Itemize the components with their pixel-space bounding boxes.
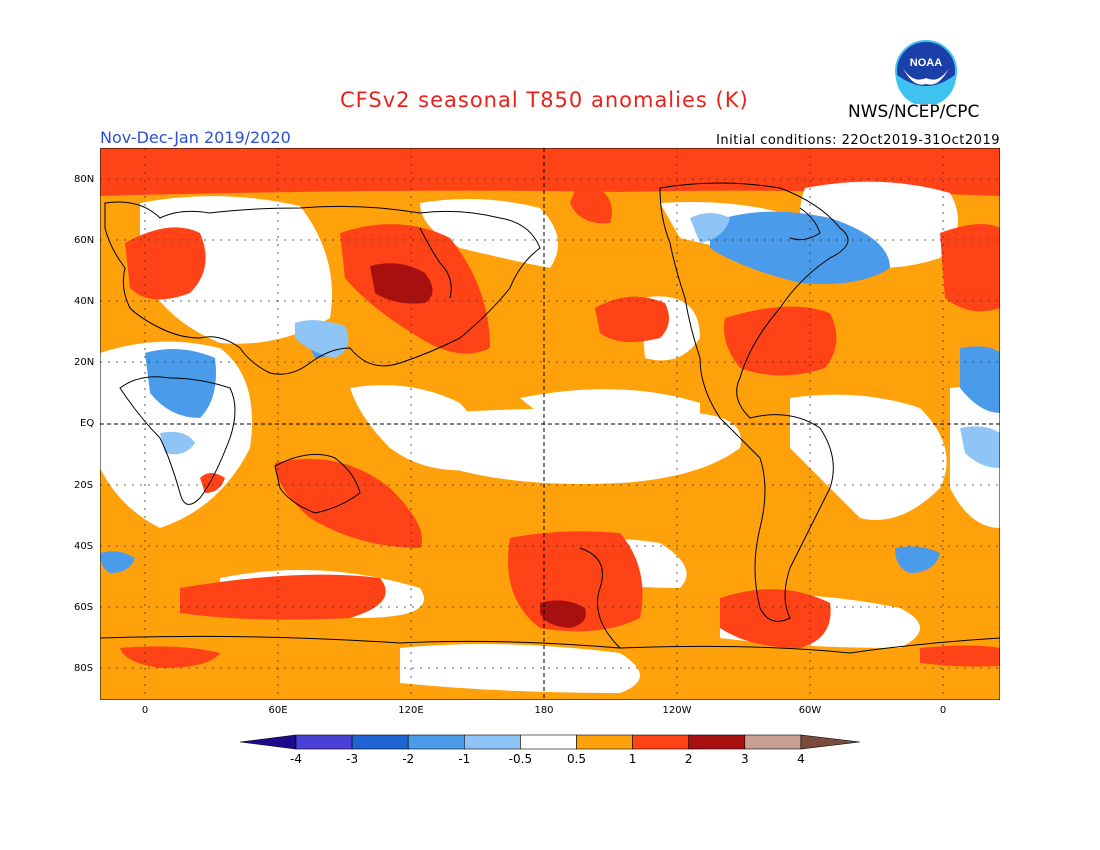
warm-anomaly-regions — [120, 178, 1000, 668]
legend-tick-label: -2 — [402, 752, 415, 766]
lat-label: EQ — [80, 418, 95, 429]
legend-tick-label: -4 — [290, 752, 302, 766]
anomaly-map — [100, 148, 1000, 700]
legend-tick-label: 4 — [797, 752, 805, 766]
lat-label: 80S — [74, 663, 94, 674]
legend-swatch — [407, 734, 465, 750]
lat-label: 80N — [74, 174, 95, 185]
legend-tick-label: -0.5 — [508, 752, 533, 766]
forecast-period: Nov-Dec-Jan 2019/2020 — [100, 128, 291, 147]
legend-tick-label: 0.5 — [566, 752, 587, 766]
legend-swatch — [464, 734, 521, 750]
legend-tick-label: 1 — [628, 752, 637, 766]
lon-label: 60W — [798, 705, 822, 716]
legend-tick-label: 3 — [740, 752, 749, 766]
lon-label: 120W — [662, 705, 692, 716]
lat-label: 40N — [74, 296, 95, 307]
arctic-warm-band — [100, 148, 1000, 184]
cool-anomaly-regions — [100, 211, 1000, 573]
agency-label: NWS/NCEP/CPC — [848, 102, 980, 122]
legend-arrow-high — [800, 734, 860, 750]
legend-tick-label: 2 — [684, 752, 693, 766]
lat-label: 40S — [74, 541, 94, 552]
lon-label: 0 — [939, 705, 947, 716]
legend-swatch — [632, 734, 690, 750]
legend-swatch — [744, 734, 802, 750]
legend-swatch — [295, 734, 353, 750]
color-legend — [240, 734, 860, 750]
noaa-logo: NOAA — [894, 39, 958, 104]
noaa-logo-text: NOAA — [910, 57, 942, 69]
legend-swatch — [576, 734, 633, 750]
initial-conditions: Initial conditions: 22Oct2019-31Oct2019 — [716, 133, 1000, 148]
lon-label: 180 — [534, 705, 554, 716]
gridlines — [100, 148, 1000, 700]
lat-label: 60S — [74, 602, 94, 613]
slightly-cool-anomaly-regions — [160, 213, 1000, 468]
lat-label: 60N — [74, 235, 95, 246]
legend-arrow-low — [240, 734, 297, 750]
legend-tick-label: -3 — [346, 752, 359, 766]
legend-swatch — [688, 734, 746, 750]
legend-tick-label: -1 — [458, 752, 471, 766]
lon-label: 0 — [141, 705, 149, 716]
lat-label: 20N — [74, 357, 95, 368]
lon-label: 60E — [268, 705, 288, 716]
legend-swatch — [520, 734, 577, 750]
lat-label: 20S — [74, 480, 94, 491]
very-warm-anomaly-regions — [370, 263, 586, 628]
lon-label: 120E — [398, 705, 424, 716]
map-title: CFSv2 seasonal T850 anomalies (K) — [340, 88, 749, 112]
legend-swatch — [351, 734, 409, 750]
